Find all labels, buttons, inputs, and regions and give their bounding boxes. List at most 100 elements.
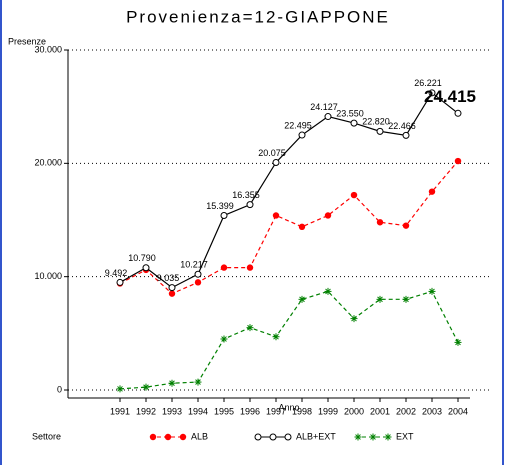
- x-tick-label: 1992: [136, 406, 156, 416]
- data-point: [116, 278, 124, 286]
- data-point: [116, 385, 124, 393]
- star-stroke: [351, 315, 357, 322]
- data-point: [194, 378, 202, 386]
- data-point: [246, 201, 254, 209]
- x-tick-label: 1993: [162, 406, 182, 416]
- data-point: [428, 287, 436, 295]
- data-point: [142, 383, 150, 391]
- data-point: [272, 212, 280, 219]
- data-point: [324, 212, 332, 219]
- legend-label: EXT: [396, 431, 414, 441]
- y-tick-label: 20.000: [34, 158, 62, 168]
- data-point: [376, 127, 384, 135]
- legend-marker: [179, 433, 187, 441]
- legend-marker: [254, 433, 262, 441]
- data-label: 9.035: [157, 273, 180, 283]
- data-point: [454, 157, 462, 165]
- x-tick-label: 2001: [370, 406, 390, 416]
- x-tick-label: 2004: [448, 406, 468, 416]
- data-point: [298, 295, 306, 303]
- data-point: [350, 315, 358, 323]
- data-point: [246, 324, 254, 332]
- data-point: [454, 338, 462, 346]
- legend-marker: [384, 433, 392, 441]
- data-point: [168, 290, 176, 297]
- y-axis-label: Presenze: [8, 36, 46, 46]
- star-stroke: [370, 434, 376, 440]
- data-label: 23.550: [336, 108, 364, 118]
- data-point: [272, 333, 280, 341]
- star-stroke: [195, 379, 201, 385]
- data-point: [142, 264, 150, 272]
- data-point: [428, 89, 436, 97]
- data-label: 9.492: [105, 268, 128, 278]
- data-point: [220, 264, 228, 271]
- y-tick-label: 10.000: [34, 271, 62, 281]
- x-tick-label: 2003: [422, 406, 442, 416]
- data-point: [194, 279, 202, 286]
- legend-marker: [149, 433, 157, 441]
- star-stroke: [169, 380, 175, 387]
- legend-marker: [354, 433, 362, 441]
- data-label: 24.127: [310, 102, 338, 112]
- data-point: [402, 222, 410, 229]
- data-point: [168, 379, 176, 387]
- data-point: [350, 191, 358, 199]
- data-point: [324, 287, 332, 295]
- x-axis-label: Anno: [278, 402, 299, 412]
- x-tick-label: 2002: [396, 406, 416, 416]
- data-point: [350, 119, 358, 127]
- star-stroke: [299, 296, 305, 303]
- data-point: [428, 188, 436, 195]
- data-label: 24.415: [424, 87, 476, 106]
- x-tick-label: 1999: [318, 406, 338, 416]
- data-label: 22.820: [362, 117, 390, 127]
- legend-marker: [269, 433, 277, 441]
- x-tick-label: 1991: [110, 406, 130, 416]
- data-point: [324, 113, 332, 121]
- star-stroke: [429, 288, 435, 295]
- x-tick-label: 1998: [292, 406, 312, 416]
- x-tick-label: 1994: [188, 406, 208, 416]
- star-stroke: [247, 324, 253, 331]
- data-label: 26.221: [414, 78, 442, 88]
- data-point: [246, 264, 254, 271]
- legend-label: ALB+EXT: [296, 431, 336, 441]
- data-point: [220, 211, 228, 219]
- data-point: [298, 131, 306, 139]
- star-stroke: [117, 386, 123, 392]
- chart-title: Provenienza=12-GIAPPONE: [126, 7, 390, 26]
- data-point: [220, 335, 228, 343]
- data-label: 20.075: [258, 148, 286, 158]
- star-stroke: [221, 336, 227, 342]
- legend-label: ALB: [191, 431, 208, 441]
- data-point: [402, 295, 410, 303]
- star-stroke: [273, 333, 279, 340]
- data-label: 10.217: [180, 260, 208, 270]
- star-stroke: [355, 434, 361, 440]
- data-label: 10.790: [128, 253, 156, 263]
- x-tick-label: 1997: [266, 406, 286, 416]
- star-stroke: [385, 434, 391, 440]
- legend-marker: [369, 433, 377, 441]
- data-point: [298, 223, 306, 230]
- legend-marker: [164, 433, 172, 441]
- data-point: [376, 295, 384, 303]
- y-tick-label: 0: [57, 384, 62, 394]
- x-tick-label: 1996: [240, 406, 260, 416]
- x-tick-label: 1995: [214, 406, 234, 416]
- data-label: 16.355: [232, 190, 260, 200]
- data-point: [194, 270, 202, 278]
- data-label: 22.495: [284, 120, 312, 130]
- data-point: [168, 284, 176, 292]
- x-tick-label: 2000: [344, 406, 364, 416]
- star-stroke: [455, 339, 461, 346]
- data-point: [376, 219, 384, 226]
- data-point: [454, 109, 462, 117]
- star-stroke: [377, 296, 383, 303]
- star-stroke: [325, 288, 331, 295]
- data-label: 22.466: [388, 121, 416, 131]
- data-point: [402, 131, 410, 139]
- series-line: [119, 91, 459, 289]
